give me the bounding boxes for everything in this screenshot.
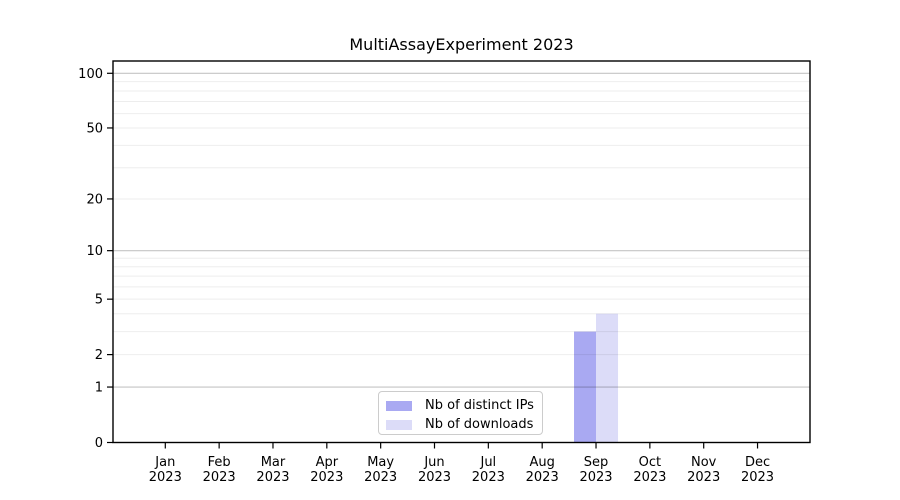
y-tick-label-2: 2 [95,348,103,363]
x-tick-label-month-jul-2023: Jul [479,455,496,470]
legend-swatch-distinct-ips [386,400,412,411]
x-tick-label-year-nov-2023: 2023 [687,470,720,485]
legend-label-downloads: Nb of downloads [425,417,534,432]
x-tick-label-year-feb-2023: 2023 [203,470,236,485]
x-tick-label-year-dec-2023: 2023 [741,470,774,485]
legend: Nb of distinct IPs Nb of downloads [378,391,543,435]
legend-swatch-downloads [386,419,412,430]
y-tick-label-20: 20 [86,192,103,207]
y-tick-label-10: 10 [86,244,103,259]
legend-item-downloads: Nb of downloads [386,415,542,434]
legend-item-distinct-ips: Nb of distinct IPs [386,396,542,415]
x-tick-label-year-mar-2023: 2023 [256,470,289,485]
y-tick-label-0: 0 [95,436,103,451]
bar-sep-2023-nb-of-downloads [596,313,619,443]
x-tick-label-month-aug-2023: Aug [529,455,554,470]
y-tick-label-50: 50 [86,121,103,136]
x-tick-label-month-sep-2023: Sep [584,455,609,470]
chart-title: MultiAssayExperiment 2023 [349,35,574,54]
x-tick-label-month-nov-2023: Nov [691,455,717,470]
y-tick-label-1: 1 [95,381,103,396]
legend-label-distinct-ips: Nb of distinct IPs [425,398,534,413]
x-tick-label-month-jan-2023: Jan [154,455,175,470]
x-tick-label-month-mar-2023: Mar [261,455,286,470]
x-tick-label-year-may-2023: 2023 [364,470,397,485]
plot-border [112,60,811,444]
x-tick-label-year-jul-2023: 2023 [472,470,505,485]
x-tick-label-month-jun-2023: Jun [423,455,444,470]
x-tick-label-month-feb-2023: Feb [208,455,231,470]
x-tick-label-year-apr-2023: 2023 [310,470,343,485]
x-tick-label-year-jan-2023: 2023 [149,470,182,485]
y-tick-label-100: 100 [78,67,103,82]
x-tick-label-year-aug-2023: 2023 [526,470,559,485]
bar-sep-2023-nb-of-distinct-ips [574,331,597,443]
x-tick-label-year-oct-2023: 2023 [633,470,666,485]
x-tick-label-year-jun-2023: 2023 [418,470,451,485]
x-tick-label-month-apr-2023: Apr [316,455,339,470]
x-tick-label-month-dec-2023: Dec [745,455,770,470]
y-tick-label-5: 5 [95,293,103,308]
x-tick-label-year-sep-2023: 2023 [579,470,612,485]
x-tick-label-month-oct-2023: Oct [639,455,661,470]
x-tick-label-month-may-2023: May [367,455,394,470]
